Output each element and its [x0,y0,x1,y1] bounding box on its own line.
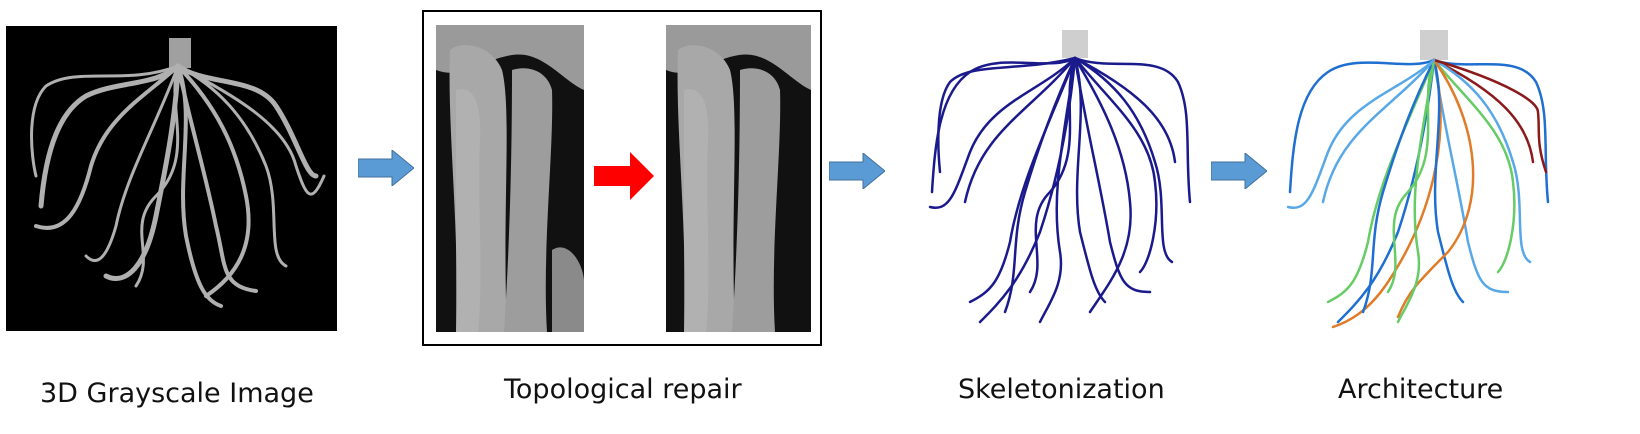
repair-after-image [666,25,811,333]
caption-grayscale-image: 3D Grayscale Image [40,378,314,409]
pipeline-arrow-3 [1211,153,1267,189]
repair-arrow-icon [594,152,654,200]
pipeline-arrow-2 [829,153,885,189]
caption-topological-repair: Topological repair [504,374,742,405]
skeletonization-panel [910,22,1200,332]
repair-frame [422,10,822,346]
right-block-arrow-icon [829,153,885,189]
pipeline-arrow-1 [358,150,414,186]
architecture-panel [1278,22,1568,332]
right-block-arrow-icon [358,150,414,186]
grayscale-image-panel [6,26,337,331]
repair-before-image [436,25,584,333]
skeleton-root-image [928,30,1192,324]
right-block-arrow-icon [1211,153,1267,189]
topological-repair-panel [422,10,822,346]
grayscale-root-image [6,26,337,331]
caption-skeletonization: Skeletonization [958,374,1165,405]
architecture-root-image [1286,30,1550,329]
caption-architecture: Architecture [1338,374,1504,405]
